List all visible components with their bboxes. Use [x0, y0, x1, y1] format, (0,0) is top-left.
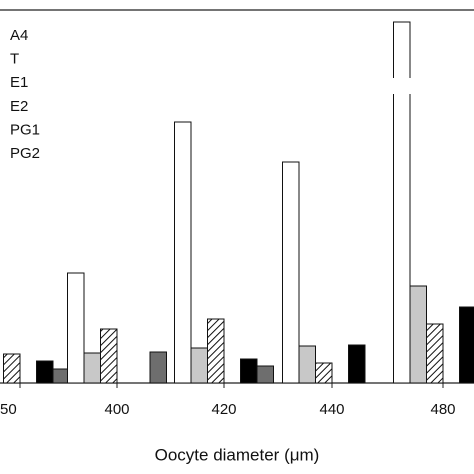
bar [426, 323, 444, 384]
x-tick-label: 440 [319, 401, 344, 418]
x-tick-label: 50 [0, 401, 17, 418]
bar [282, 161, 300, 384]
x-tick-label: 420 [211, 401, 236, 418]
bar [256, 365, 274, 384]
legend-label: PG1 [10, 121, 40, 138]
bar [3, 353, 21, 384]
bar [409, 285, 427, 384]
bar [459, 306, 474, 384]
bar [36, 360, 54, 384]
bar [100, 328, 118, 384]
x-tick-label: 480 [430, 401, 455, 418]
bar [315, 362, 333, 384]
legend-label: A4 [10, 27, 28, 44]
x-axis-label: Oocyte diameter (μm) [155, 445, 320, 464]
legend-label: E1 [10, 74, 28, 91]
bar [348, 344, 366, 384]
bar [67, 272, 85, 384]
bar [393, 21, 411, 384]
bar [149, 351, 167, 384]
x-tick-label: 400 [104, 401, 129, 418]
legend-label: E2 [10, 98, 28, 115]
bar [190, 347, 208, 384]
legend-label: T [10, 51, 19, 68]
legend-label: PG2 [10, 145, 40, 162]
bar [207, 318, 225, 384]
axis-break [380, 78, 440, 94]
bar [174, 121, 192, 384]
bar [240, 358, 258, 384]
bar [298, 345, 316, 384]
bar [83, 352, 101, 384]
